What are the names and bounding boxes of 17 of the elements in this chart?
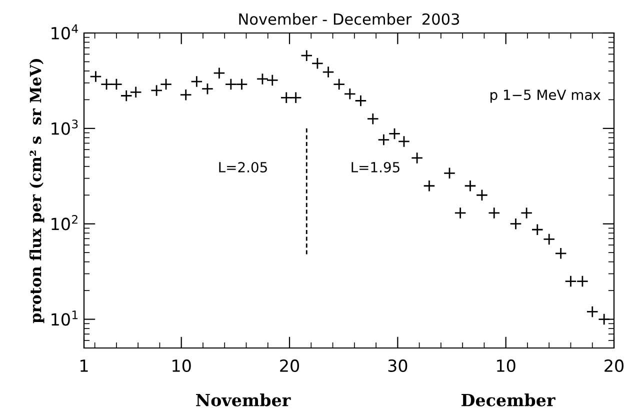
y-axis-title: proton flux per (cm² s sr MeV): [29, 59, 44, 324]
y-tick-label: 10$^{4}$: [52, 24, 78, 40]
y-tick-label: 10$^{2}$: [52, 215, 78, 230]
y-tick-label: 10$^{1}$: [52, 310, 78, 326]
y-tick-label: 10$^{3}$: [52, 120, 78, 135]
annotation: L=1.95: [352, 162, 400, 172]
text: December: [462, 393, 556, 406]
annotation: p 1−5 MeV max: [490, 90, 600, 103]
chart-title: November - December 2003: [239, 13, 460, 25]
x-tick-label: 20: [604, 359, 624, 372]
text: November: [196, 393, 291, 406]
annotation: L=2.05: [219, 162, 267, 172]
x-tick-label: 1: [80, 360, 88, 372]
x-tick-label: 10: [172, 359, 191, 372]
x-tick-label: 30: [388, 359, 408, 372]
x-tick-label: 10: [497, 359, 516, 372]
x-tick-label: 20: [280, 359, 300, 372]
